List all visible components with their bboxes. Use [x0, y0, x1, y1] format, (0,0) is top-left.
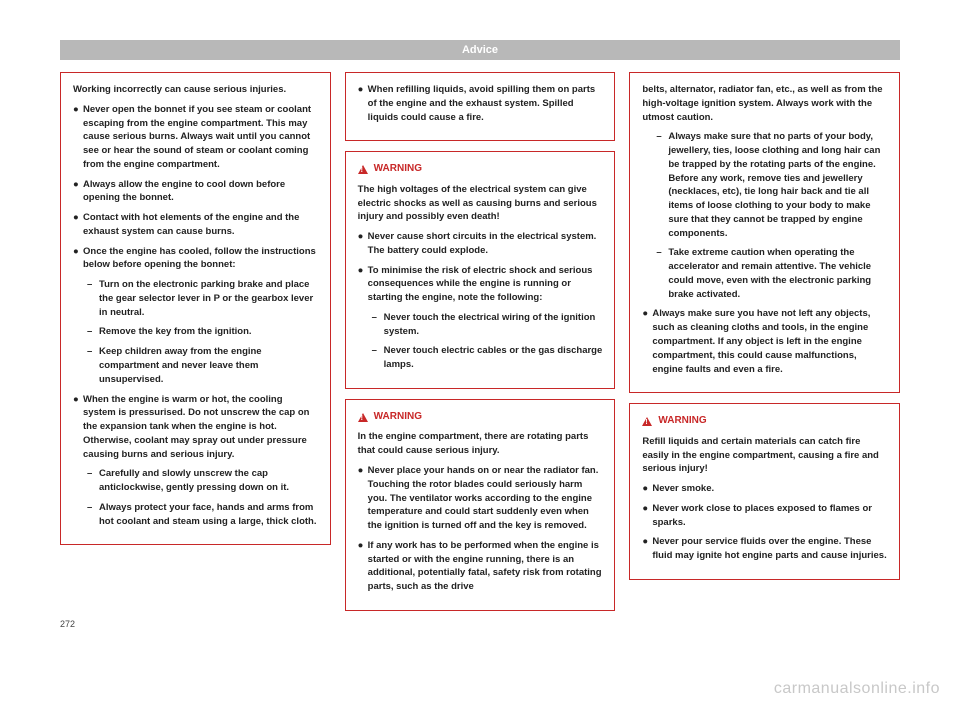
para: Refill liquids and certain materials can… [642, 435, 887, 476]
bullet: ●Contact with hot elements of the engine… [73, 211, 318, 239]
content-columns: Working incorrectly can cause serious in… [60, 72, 900, 611]
bullet: ●Never open the bonnet if you see steam … [73, 103, 318, 172]
sub-bullet: –Remove the key from the ignition. [73, 325, 318, 339]
warning-box-2a: ●When refilling liquids, avoid spilling … [345, 72, 616, 141]
dash: – [87, 501, 99, 529]
warning-box-1: Working incorrectly can cause serious in… [60, 72, 331, 545]
bullet: ●When refilling liquids, avoid spilling … [358, 83, 603, 124]
bullet-text: To minimise the risk of electric shock a… [368, 264, 603, 305]
bullet-dot: ● [358, 539, 368, 594]
dash: – [372, 344, 384, 372]
para: In the engine compartment, there are rot… [358, 430, 603, 458]
column-3: belts, alternator, radiator fan, etc., a… [629, 72, 900, 611]
warning-header: WARNING [358, 410, 603, 425]
warning-box-3a: belts, alternator, radiator fan, etc., a… [629, 72, 900, 393]
sub-text: Carefully and slowly unscrew the cap ant… [99, 467, 318, 495]
para: Working incorrectly can cause serious in… [73, 83, 318, 97]
warning-box-2c: WARNING In the engine compartment, there… [345, 399, 616, 611]
sub-text: Always protect your face, hands and arms… [99, 501, 318, 529]
bullet-text: Contact with hot elements of the engine … [83, 211, 318, 239]
dash: – [656, 130, 668, 240]
sub-text: Never touch electric cables or the gas d… [384, 344, 603, 372]
sub-text: Keep children away from the engine compa… [99, 345, 318, 386]
bullet-dot: ● [73, 103, 83, 172]
warning-icon [358, 413, 368, 422]
bullet-text: Once the engine has cooled, follow the i… [83, 245, 318, 273]
bullet: ●Once the engine has cooled, follow the … [73, 245, 318, 273]
sub-text: Always make sure that no parts of your b… [668, 130, 887, 240]
sub-bullet: –Always make sure that no parts of your … [642, 130, 887, 240]
bullet-dot: ● [642, 535, 652, 563]
bullet-dot: ● [642, 307, 652, 376]
bullet: ●Never pour service fluids over the engi… [642, 535, 887, 563]
warning-box-2b: WARNING The high voltages of the electri… [345, 151, 616, 389]
warning-title: WARNING [374, 410, 422, 425]
bullet-dot: ● [73, 393, 83, 462]
sub-bullet: –Keep children away from the engine comp… [73, 345, 318, 386]
bullet-text: Never open the bonnet if you see steam o… [83, 103, 318, 172]
bullet: ●When the engine is warm or hot, the coo… [73, 393, 318, 462]
bullet: ●Never place your hands on or near the r… [358, 464, 603, 533]
watermark: carmanualsonline.info [774, 680, 940, 698]
para: The high voltages of the electrical syst… [358, 183, 603, 224]
sub-bullet: –Never touch the electrical wiring of th… [358, 311, 603, 339]
page-header: Advice [60, 40, 900, 60]
warning-title: WARNING [658, 414, 706, 429]
dash: – [656, 246, 668, 301]
sub-text: Take extreme caution when operating the … [668, 246, 887, 301]
bullet-text: Never pour service fluids over the engin… [652, 535, 887, 563]
bullet-dot: ● [73, 178, 83, 206]
warning-title: WARNING [374, 162, 422, 177]
sub-text: Turn on the electronic parking brake and… [99, 278, 318, 319]
bullet-dot: ● [73, 211, 83, 239]
bullet-text: When refilling liquids, avoid spilling t… [368, 83, 603, 124]
bullet: ●Never cause short circuits in the elect… [358, 230, 603, 258]
bullet-text: Always allow the engine to cool down bef… [83, 178, 318, 206]
bullet: ●Always allow the engine to cool down be… [73, 178, 318, 206]
bullet-text: If any work has to be performed when the… [368, 539, 603, 594]
sub-text: Remove the key from the ignition. [99, 325, 252, 339]
warning-icon [358, 165, 368, 174]
bullet-text: Never smoke. [652, 482, 714, 496]
bullet: ●Never smoke. [642, 482, 887, 496]
bullet-text: Never work close to places exposed to fl… [652, 502, 887, 530]
page-number: 272 [60, 619, 900, 629]
bullet-text: Never place your hands on or near the ra… [368, 464, 603, 533]
bullet-dot: ● [358, 264, 368, 305]
bullet-dot: ● [642, 482, 652, 496]
dash: – [87, 325, 99, 339]
warning-box-3b: WARNING Refill liquids and certain mater… [629, 403, 900, 580]
warning-icon [642, 417, 652, 426]
dash: – [87, 278, 99, 319]
bullet-text: When the engine is warm or hot, the cool… [83, 393, 318, 462]
bullet: ●Always make sure you have not left any … [642, 307, 887, 376]
bullet-dot: ● [358, 230, 368, 258]
bullet-text: Always make sure you have not left any o… [652, 307, 887, 376]
dash: – [87, 345, 99, 386]
dash: – [372, 311, 384, 339]
bullet-text: Never cause short circuits in the electr… [368, 230, 603, 258]
warning-header: WARNING [642, 414, 887, 429]
para: belts, alternator, radiator fan, etc., a… [642, 83, 887, 124]
dash: – [87, 467, 99, 495]
sub-bullet: –Always protect your face, hands and arm… [73, 501, 318, 529]
page-container: Advice Working incorrectly can cause ser… [0, 0, 960, 659]
bullet-dot: ● [358, 83, 368, 124]
bullet-dot: ● [358, 464, 368, 533]
sub-bullet: –Never touch electric cables or the gas … [358, 344, 603, 372]
warning-header: WARNING [358, 162, 603, 177]
sub-bullet: –Take extreme caution when operating the… [642, 246, 887, 301]
bullet: ●Never work close to places exposed to f… [642, 502, 887, 530]
bullet-dot: ● [642, 502, 652, 530]
bullet-dot: ● [73, 245, 83, 273]
bullet: ●To minimise the risk of electric shock … [358, 264, 603, 305]
column-1: Working incorrectly can cause serious in… [60, 72, 331, 611]
bullet: ●If any work has to be performed when th… [358, 539, 603, 594]
sub-bullet: –Turn on the electronic parking brake an… [73, 278, 318, 319]
sub-bullet: –Carefully and slowly unscrew the cap an… [73, 467, 318, 495]
column-2: ●When refilling liquids, avoid spilling … [345, 72, 616, 611]
sub-text: Never touch the electrical wiring of the… [384, 311, 603, 339]
